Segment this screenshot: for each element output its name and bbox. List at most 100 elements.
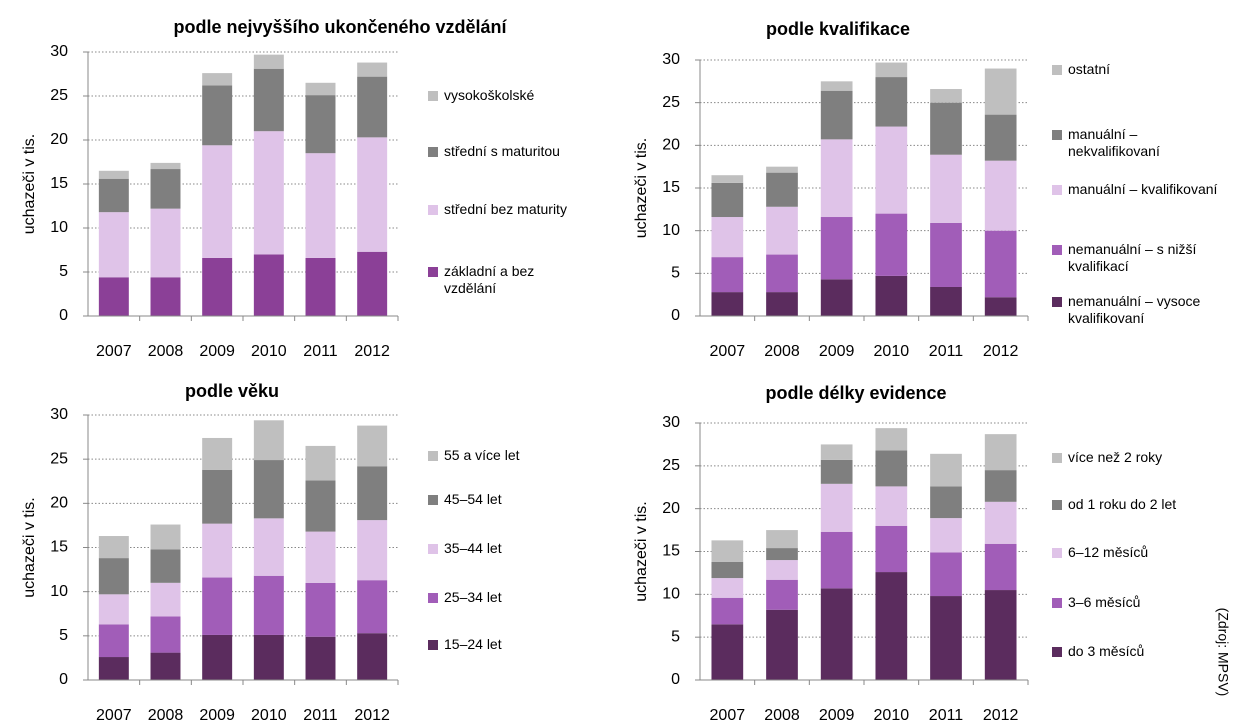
bar-segment [305,445,336,481]
bar-segment [711,175,744,183]
x-tick-label: 2011 [929,343,964,360]
legend-item: střední bez maturity [444,201,567,217]
legend-swatch [1052,548,1062,558]
legend-label: od 1 roku do 2 let [1068,496,1177,512]
legend-swatch [428,147,438,157]
legend-label: 3–6 měsíců [1068,594,1141,610]
legend-swatch [1052,453,1062,463]
y-tick-label: 0 [671,307,680,324]
bar-segment [202,73,233,86]
bar-segment [98,178,129,213]
bar-segment [253,254,284,316]
legend-label: základní a bez vzdělání [444,263,535,296]
x-tick-label: 2009 [199,707,235,722]
bar-segment [253,460,284,519]
bar-segment [711,217,744,258]
bar-segment [711,578,744,598]
bar-segment [202,577,233,635]
bar-segment [820,81,853,91]
legend-swatch [428,205,438,215]
bar-segment [930,102,962,155]
bar-segment [150,652,181,680]
bar-segment [766,166,798,173]
legend-item: střední s maturitou [444,143,560,159]
y-tick-label: 0 [59,671,68,688]
bar-segment [357,137,388,252]
bar-segment [711,257,744,293]
bar-segment [305,153,336,258]
bar-segment [820,588,853,680]
bar-segment [820,217,853,280]
bar-segment [202,523,233,578]
bar-segment [875,525,908,573]
bar-segment [98,536,129,559]
bar-segment [202,469,233,524]
legend-item: 45–54 let [444,491,502,507]
legend-swatch [428,267,438,277]
bar-segment [150,524,181,550]
x-tick-label: 2012 [983,343,1019,360]
y-tick-label: 15 [662,543,680,560]
bar-segment [766,206,798,255]
x-tick-label: 2007 [710,343,746,360]
x-tick-label: 2012 [354,707,390,722]
legend-swatch [1052,598,1062,608]
bar-segment [202,257,233,316]
y-tick-label: 20 [50,495,68,512]
legend-item: manuální – kvalifikovaní [1068,181,1217,197]
legend-item: 6–12 měsíců [1068,544,1148,560]
bar-segment [253,131,284,255]
legend-swatch [428,544,438,554]
chart-title: podle délky evidence [765,383,946,403]
bar-segment [820,459,853,484]
y-tick-label: 30 [662,414,680,431]
bar-segment [98,594,129,625]
legend-label: střední bez maturity [444,201,567,217]
legend-label: 25–34 let [444,589,502,605]
legend-label: ostatní [1068,61,1111,77]
bar-segment [930,453,962,487]
legend-swatch [1052,65,1062,75]
legend-item: 15–24 let [444,636,502,652]
x-tick-label: 2008 [764,707,800,722]
legend-swatch [428,593,438,603]
legend-item: nemanuální – s nižší kvalifikací [1068,241,1196,274]
legend-item: základní a bez vzdělání [444,263,535,296]
chart-title: podle kvalifikace [766,19,910,39]
bar-segment [150,169,181,209]
bar-segment [150,582,181,617]
bar-segment [711,561,744,579]
bar-segment [930,486,962,519]
bar-segment [930,552,962,597]
bar-segment [711,182,744,218]
bar-segment [820,531,853,589]
bar-segment [357,62,388,77]
bar-segment [305,531,336,583]
x-tick-label: 2007 [96,707,132,722]
legend-item: manuální – nekvalifikovaní [1068,126,1160,159]
bar-segment [98,277,129,316]
y-tick-label: 10 [662,222,680,239]
legend-swatch [428,495,438,505]
x-tick-label: 2010 [251,343,287,360]
bar-segment [202,437,233,470]
legend-item: nemanuální – vysoce kvalifikovaní [1068,293,1200,326]
bar-segment [98,558,129,595]
legend-label: 45–54 let [444,491,502,507]
bar-segment [305,582,336,637]
bar-segment [930,286,962,316]
bar-segment [875,275,908,316]
chart-title: podle věku [185,381,279,401]
bar-segment [150,162,181,170]
bar-segment [711,597,744,625]
legend-label: 55 a více let [444,447,520,463]
y-tick-label: 20 [50,131,68,148]
legend-label: 15–24 let [444,636,502,652]
legend-item: vysokoškolské [444,87,534,103]
bar-segment [305,82,336,96]
bar-segment [875,62,908,78]
legend-item: více než 2 roky [1068,449,1162,465]
bar-segment [253,68,284,132]
